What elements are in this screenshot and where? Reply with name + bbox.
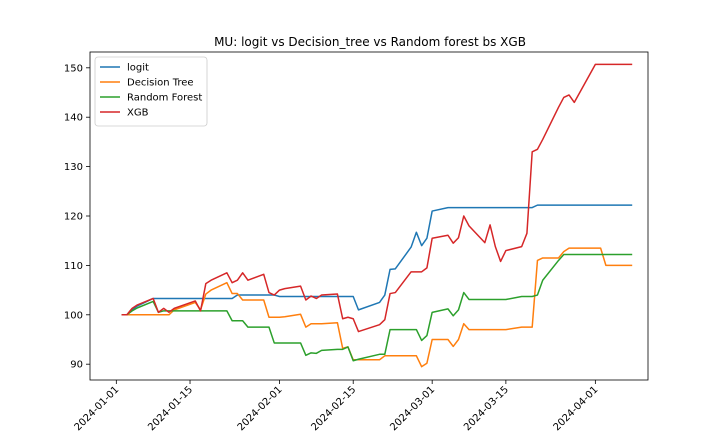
legend-label-random-forest: Random Forest [127, 93, 202, 104]
series-line-xgb [121, 63, 633, 333]
x-tick-label: 2024-02-01 [236, 384, 285, 432]
y-tick-label: 110 [64, 261, 83, 272]
x-tick-label: 2024-04-01 [552, 384, 601, 432]
legend-label-decision-tree: Decision Tree [127, 78, 194, 89]
plot-area [121, 63, 633, 368]
series-line-decision-tree [121, 247, 633, 368]
legend-label-xgb: XGB [127, 108, 149, 119]
x-tick-label: 2024-02-15 [309, 384, 358, 432]
x-tick-label: 2024-01-15 [146, 384, 195, 432]
y-tick-label: 90 [70, 360, 83, 371]
y-tick-label: 130 [64, 162, 83, 173]
x-tick-label: 2024-01-01 [73, 384, 122, 432]
x-tick-label: 2024-03-01 [388, 384, 437, 432]
y-tick-label: 140 [64, 113, 83, 124]
y-tick-label: 150 [64, 63, 83, 74]
legend: logit Decision Tree Random Forest XGB [94, 56, 208, 127]
series-line-logit [121, 204, 633, 316]
y-tick-label: 100 [64, 310, 83, 321]
chart-title: MU: logit vs Decision_tree vs Random for… [214, 35, 526, 49]
y-tick-label: 120 [64, 212, 83, 223]
x-tick-label: 2024-03-15 [462, 384, 511, 432]
series-line-random-forest [121, 253, 633, 362]
legend-label-logit: logit [127, 63, 149, 74]
legend-box [94, 56, 208, 127]
